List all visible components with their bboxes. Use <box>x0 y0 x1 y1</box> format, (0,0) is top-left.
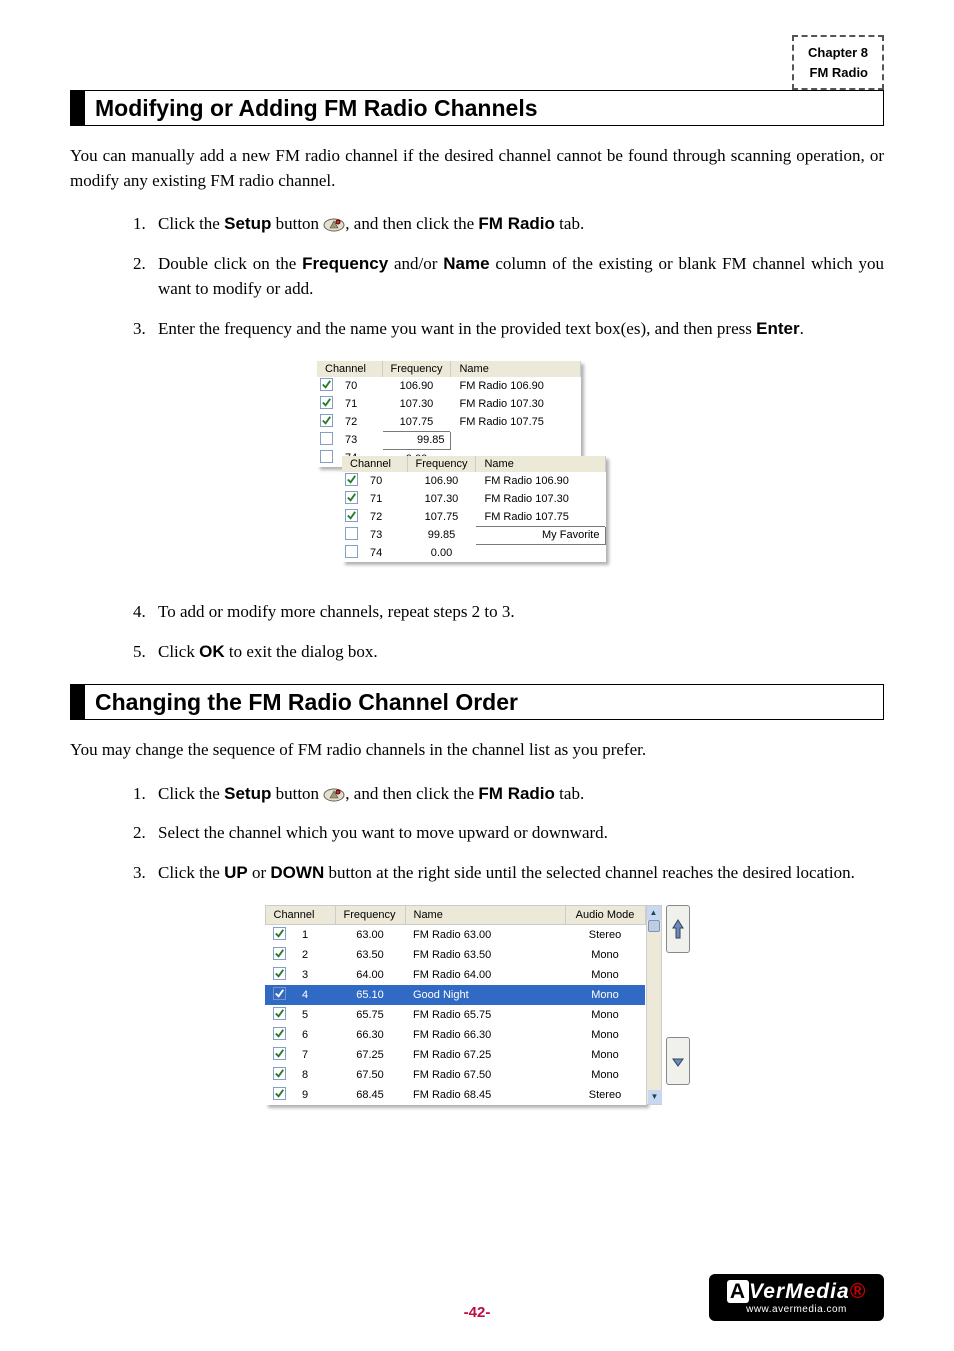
name-edit-field[interactable]: My Favorite <box>476 526 606 544</box>
page-number: -42- <box>464 1304 491 1321</box>
table-row[interactable]: 867.50FM Radio 67.50Mono <box>265 1065 645 1085</box>
section-1-title: Modifying or Adding FM Radio Channels <box>95 95 538 122</box>
section-1-steps: Click the Setup button , and then click … <box>150 211 884 341</box>
channel-checkbox[interactable] <box>265 1025 294 1045</box>
fmradio-label: FM Radio <box>478 214 555 233</box>
step-5: Click OK to exit the dialog box. <box>150 639 884 665</box>
chapter-label: Chapter 8 <box>808 43 868 63</box>
channel-checkbox[interactable] <box>317 431 337 449</box>
channel-edit-table: ChannelFrequencyName70106.90FM Radio 106… <box>342 456 606 562</box>
step-1b: Click the Setup button , and then click … <box>150 781 884 807</box>
setup-icon <box>323 785 345 805</box>
channel-checkbox[interactable] <box>342 472 362 490</box>
channel-checkbox[interactable] <box>265 1005 294 1025</box>
step-4: To add or modify more channels, repeat s… <box>150 599 884 625</box>
setup-icon <box>323 215 345 235</box>
channel-checkbox[interactable] <box>317 449 337 467</box>
channel-checkbox[interactable] <box>317 395 337 413</box>
channel-checkbox[interactable] <box>265 1045 294 1065</box>
table-row[interactable]: 666.30FM Radio 66.30Mono <box>265 1025 645 1045</box>
channel-checkbox[interactable] <box>342 544 362 562</box>
channel-checkbox[interactable] <box>265 985 294 1005</box>
table-row[interactable]: 263.50FM Radio 63.50Mono <box>265 945 645 965</box>
logo-sub: www.avermedia.com <box>721 1304 872 1315</box>
channel-order-table: ChannelFrequencyNameAudio Mode163.00FM R… <box>265 905 662 1105</box>
up-down-buttons <box>666 905 690 1085</box>
up-button[interactable] <box>666 905 690 953</box>
page-footer: -42- AVerMedia® www.avermedia.com <box>0 1274 954 1321</box>
setup-label: Setup <box>224 214 271 233</box>
section-1-steps-cont: To add or modify more channels, repeat s… <box>150 599 884 664</box>
channel-edit-table: ChannelFrequencyName70106.90FM Radio 106… <box>317 361 581 467</box>
step-2: Double click on the Frequency and/or Nam… <box>150 251 884 302</box>
table-freq-edit: ChannelFrequencyName70106.90FM Radio 106… <box>317 361 581 467</box>
channel-checkbox[interactable] <box>342 508 362 526</box>
table-row[interactable]: 465.10Good NightMono <box>265 985 645 1005</box>
scrollbar[interactable]: ▲ ▼ <box>646 905 662 1105</box>
section-1-title-wrap: Modifying or Adding FM Radio Channels <box>70 90 884 126</box>
section-2-title-wrap: Changing the FM Radio Channel Order <box>70 684 884 720</box>
channel-checkbox[interactable] <box>317 413 337 431</box>
table-row[interactable]: 364.00FM Radio 64.00Mono <box>265 965 645 985</box>
channel-checkbox[interactable] <box>317 377 337 395</box>
channel-checkbox[interactable] <box>265 965 294 985</box>
channel-checkbox[interactable] <box>265 1085 294 1105</box>
logo-main: AVerMedia® <box>721 1280 872 1304</box>
step-3: Enter the frequency and the name you wan… <box>150 316 884 342</box>
section-2-title: Changing the FM Radio Channel Order <box>95 689 518 716</box>
table-row[interactable]: 565.75FM Radio 65.75Mono <box>265 1005 645 1025</box>
channel-checkbox[interactable] <box>342 490 362 508</box>
channel-checkbox[interactable] <box>342 526 362 544</box>
channel-order-table-wrap: ChannelFrequencyNameAudio Mode163.00FM R… <box>70 905 884 1105</box>
step-3b: Click the UP or DOWN button at the right… <box>150 860 884 886</box>
section-2-steps: Click the Setup button , and then click … <box>150 781 884 886</box>
section-label: FM Radio <box>808 63 868 83</box>
section-2-intro: You may change the sequence of FM radio … <box>70 738 884 763</box>
channel-checkbox[interactable] <box>265 925 294 946</box>
edit-tables-image: ChannelFrequencyName70106.90FM Radio 106… <box>70 361 884 581</box>
chapter-header: Chapter 8 FM Radio <box>792 35 884 90</box>
channel-checkbox[interactable] <box>265 945 294 965</box>
table-row[interactable]: 968.45FM Radio 68.45Stereo <box>265 1085 645 1105</box>
avermedia-logo: AVerMedia® www.avermedia.com <box>709 1274 884 1321</box>
table-name-edit: ChannelFrequencyName70106.90FM Radio 106… <box>342 456 606 562</box>
frequency-edit-field[interactable]: 99.85 <box>382 431 451 449</box>
table-row[interactable]: 767.25FM Radio 67.25Mono <box>265 1045 645 1065</box>
channel-checkbox[interactable] <box>265 1065 294 1085</box>
title-bar <box>71 91 85 125</box>
table-row[interactable]: 163.00FM Radio 63.00Stereo <box>265 925 645 946</box>
step-2b: Select the channel which you want to mov… <box>150 820 884 846</box>
down-button[interactable] <box>666 1037 690 1085</box>
title-bar <box>71 685 85 719</box>
section-1-intro: You can manually add a new FM radio chan… <box>70 144 884 193</box>
step-1: Click the Setup button , and then click … <box>150 211 884 237</box>
